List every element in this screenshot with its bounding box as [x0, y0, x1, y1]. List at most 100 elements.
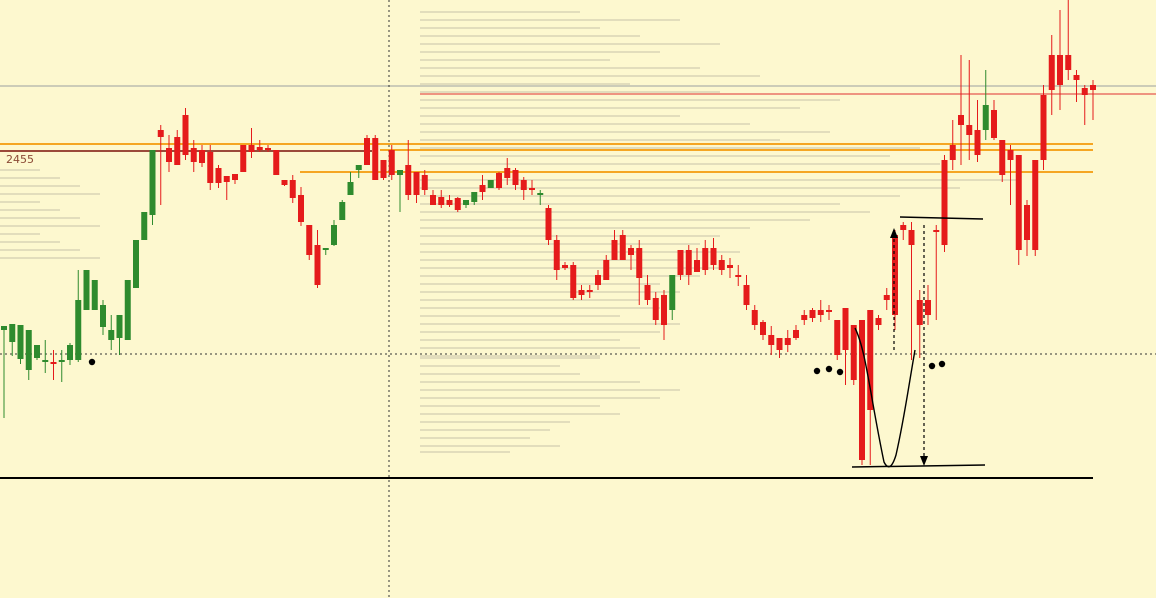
candle-body — [661, 295, 667, 325]
candle-body — [751, 310, 758, 325]
candle-body — [760, 322, 766, 335]
candle-body — [1015, 155, 1022, 250]
candle-body — [75, 300, 82, 360]
candle-body — [42, 360, 49, 362]
candle-body — [1048, 55, 1055, 90]
candle-body — [859, 320, 865, 460]
candle-body — [347, 182, 354, 195]
candle-body — [240, 145, 247, 172]
candle-body — [842, 308, 849, 350]
candle-body — [331, 225, 337, 245]
candle-body — [405, 165, 412, 195]
candle-body — [388, 150, 395, 175]
candle-body — [875, 318, 882, 325]
candle-body — [141, 212, 148, 240]
candle-body — [166, 148, 172, 162]
candle-body — [397, 170, 403, 175]
candle-body — [694, 260, 700, 272]
candle-body — [595, 275, 601, 285]
candle-body — [364, 138, 370, 165]
candle-body — [34, 345, 40, 358]
candle-body — [834, 320, 841, 355]
candle-body — [182, 115, 189, 155]
candle-body — [1057, 55, 1063, 85]
candle-body — [570, 265, 577, 298]
candle-body — [67, 345, 73, 360]
candle-body — [982, 105, 989, 130]
candle-body — [322, 248, 329, 250]
candle-body — [677, 250, 684, 275]
swing-dot — [938, 360, 946, 368]
candle-body — [133, 240, 139, 288]
candle-body — [199, 150, 205, 163]
candle-body — [149, 150, 156, 215]
candle-body — [562, 265, 568, 268]
candle-body — [289, 180, 296, 198]
candle-body — [256, 147, 263, 150]
candle-body — [537, 193, 544, 195]
candle-body — [1024, 205, 1030, 240]
candle-body — [644, 285, 651, 300]
candle-body — [232, 174, 238, 180]
candle-body — [652, 298, 659, 320]
candle-body — [867, 310, 874, 410]
candle-body — [273, 150, 280, 175]
candle-body — [496, 173, 502, 188]
candle-body — [17, 325, 24, 359]
candle-body — [669, 275, 676, 310]
candle-body — [999, 140, 1006, 175]
candle-body — [850, 325, 857, 380]
candle-body — [265, 148, 271, 150]
candle-body — [1081, 88, 1088, 95]
candle-body — [603, 260, 610, 280]
candle-body — [380, 160, 387, 178]
candle-body — [487, 180, 494, 188]
candle-body — [636, 248, 643, 278]
down-arrow-head — [920, 456, 928, 466]
candle-body — [520, 180, 527, 190]
candle-body — [553, 240, 560, 270]
candle-body — [1090, 85, 1096, 90]
candle-body — [355, 165, 362, 170]
candle-body — [372, 138, 379, 180]
candle-body — [314, 245, 321, 285]
hand-drawn-top — [899, 216, 984, 220]
candle-body — [91, 280, 98, 310]
price-level-label: 2455 — [6, 153, 34, 166]
candle-body — [578, 290, 585, 295]
candle-body — [512, 170, 519, 185]
candle-body — [925, 300, 931, 315]
candle-body — [900, 225, 907, 230]
candle-body — [628, 248, 634, 255]
candle-body — [784, 338, 791, 345]
candle-body — [25, 330, 32, 370]
candle-body — [718, 260, 725, 270]
candle-body — [190, 148, 197, 162]
candle-body — [413, 172, 420, 195]
candle-body — [83, 270, 90, 310]
swing-dot — [836, 368, 844, 376]
candle-body — [281, 180, 288, 185]
candle-body — [817, 310, 824, 315]
candle-body — [1032, 160, 1039, 250]
candle-body — [801, 315, 808, 320]
candle-body — [916, 300, 923, 325]
candle-body — [438, 197, 445, 205]
candle-body — [991, 110, 997, 138]
swing-dot — [88, 358, 96, 366]
candle-body — [793, 330, 799, 338]
candle-body — [529, 188, 535, 190]
candle-body — [949, 145, 956, 160]
candle-body — [100, 305, 106, 327]
candle-body — [108, 330, 115, 340]
candle-body — [1007, 150, 1014, 160]
candle-body — [298, 195, 304, 222]
candle-body — [446, 200, 453, 205]
candle-body — [776, 338, 783, 350]
candle-body — [124, 280, 131, 340]
candle-body — [454, 198, 461, 210]
candle-body — [611, 240, 618, 260]
candle-body — [157, 130, 164, 137]
